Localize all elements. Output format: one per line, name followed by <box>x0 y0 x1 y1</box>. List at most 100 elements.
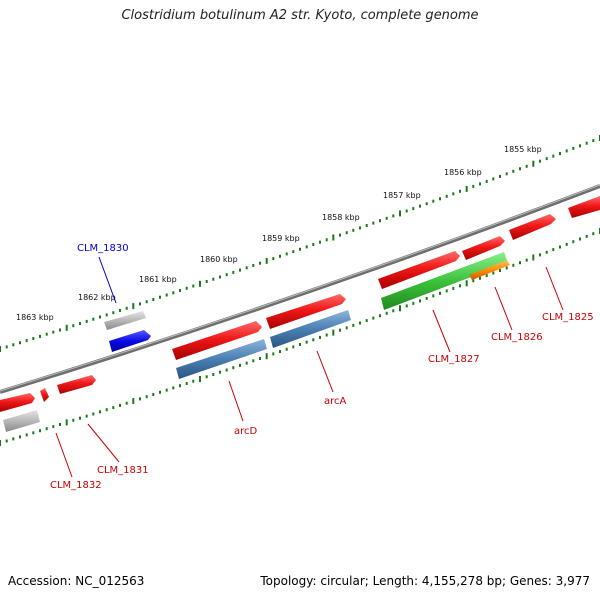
minor-tick <box>59 423 61 426</box>
minor-tick <box>185 286 188 290</box>
minor-tick <box>512 263 515 267</box>
minor-tick <box>219 370 221 374</box>
major-tick <box>465 280 468 287</box>
major-tick <box>465 185 468 192</box>
major-tick <box>532 254 535 261</box>
minor-tick <box>32 431 35 435</box>
minor-tick <box>279 350 281 353</box>
minor-tick <box>232 270 235 274</box>
leader-clm-1831 <box>87 423 120 463</box>
minor-tick <box>145 395 148 399</box>
gene-clm-1826[interactable] <box>469 260 510 280</box>
minor-tick <box>139 302 141 306</box>
inner-tick-ring <box>0 228 600 446</box>
gene-label-arcd[interactable]: arcD <box>234 426 258 437</box>
gene-label-clm-1832[interactable]: CLM_1832 <box>50 480 102 491</box>
major-tick <box>332 329 335 336</box>
gene-label-clm-1831[interactable]: CLM_1831 <box>97 465 149 476</box>
gene-label-clm-1825[interactable]: CLM_1825 <box>542 312 594 323</box>
minor-tick <box>12 437 15 441</box>
minor-tick <box>592 139 595 143</box>
minor-tick <box>525 164 528 168</box>
minor-tick <box>225 273 228 277</box>
gene-clm-1830[interactable] <box>109 330 151 352</box>
minor-tick <box>359 226 361 230</box>
kbp-label: 1863 kbp <box>16 313 54 322</box>
minor-tick <box>439 291 441 295</box>
genome-backbone <box>0 184 600 394</box>
minor-tick <box>392 309 395 313</box>
minor-tick <box>585 141 588 145</box>
minor-tick <box>125 306 128 310</box>
gene-arca[interactable] <box>270 310 351 348</box>
major-tick <box>0 346 1 352</box>
kbp-label: 1862 kbp <box>78 293 116 302</box>
minor-tick <box>339 328 341 332</box>
gene-arcd[interactable] <box>176 339 267 379</box>
minor-tick <box>25 433 28 437</box>
gene-clm-1825[interactable] <box>509 214 556 240</box>
minor-tick <box>385 311 388 315</box>
minor-tick <box>452 286 455 290</box>
minor-tick <box>145 300 148 304</box>
minor-tick <box>545 250 548 254</box>
minor-tick <box>85 414 88 418</box>
minor-tick <box>92 317 95 321</box>
gene-label-clm-1830[interactable]: CLM_1830 <box>77 243 129 254</box>
minor-tick <box>539 159 541 163</box>
minor-tick <box>125 401 128 405</box>
gene-gray-lower[interactable] <box>3 410 40 432</box>
leader-clm-1830 <box>98 256 117 304</box>
gene-clm-1830-gray[interactable] <box>104 311 146 330</box>
kbp-label: 1860 kbp <box>200 255 238 264</box>
gene-clm-1827[interactable] <box>381 252 508 310</box>
minor-tick <box>159 390 161 394</box>
minor-tick <box>165 388 168 392</box>
minor-tick <box>559 245 561 249</box>
minor-tick <box>19 341 21 345</box>
minor-tick <box>299 343 301 346</box>
minor-tick <box>272 352 275 356</box>
gene-red-1832[interactable] <box>0 393 35 412</box>
gene-clm-1827-upper[interactable] <box>378 251 460 289</box>
minor-tick <box>85 319 88 323</box>
minor-tick <box>205 280 208 283</box>
minor-tick <box>299 247 301 251</box>
gene-label-clm-1827[interactable]: CLM_1827 <box>428 354 480 365</box>
minor-tick <box>339 233 341 237</box>
minor-tick <box>585 234 588 238</box>
major-tick <box>132 303 135 310</box>
gene-arca-upper[interactable] <box>266 294 346 329</box>
gene-red-1826-upper[interactable] <box>462 236 505 260</box>
minor-tick <box>305 340 308 344</box>
gene-red-small[interactable] <box>40 388 49 402</box>
major-tick <box>65 324 68 331</box>
kbp-label: 1859 kbp <box>262 234 300 243</box>
leader-clm-1832 <box>55 432 73 478</box>
minor-tick <box>219 275 221 279</box>
minor-tick <box>385 216 388 220</box>
kbp-label: 1858 kbp <box>322 213 360 222</box>
gene-label-arca[interactable]: arcA <box>324 396 347 407</box>
kbp-label: 1857 kbp <box>383 191 421 200</box>
minor-tick <box>305 245 308 249</box>
minor-tick <box>112 406 115 410</box>
minor-tick <box>79 416 81 420</box>
gene-label-clm-1826[interactable]: CLM_1826 <box>491 332 543 343</box>
minor-tick <box>552 154 555 158</box>
minor-tick <box>192 284 195 288</box>
gene-red-edge[interactable] <box>568 196 600 218</box>
minor-tick <box>552 248 555 252</box>
minor-tick <box>52 425 55 429</box>
minor-tick <box>152 393 155 396</box>
gene-red-1831[interactable] <box>57 375 96 394</box>
minor-tick <box>72 324 75 328</box>
minor-tick <box>179 384 181 388</box>
minor-tick <box>419 299 421 303</box>
genome-backbone-highlight <box>0 184 600 392</box>
minor-tick <box>499 269 501 272</box>
minor-tick <box>92 412 95 416</box>
minor-tick <box>365 224 368 227</box>
gene-arcd-upper[interactable] <box>172 321 262 360</box>
